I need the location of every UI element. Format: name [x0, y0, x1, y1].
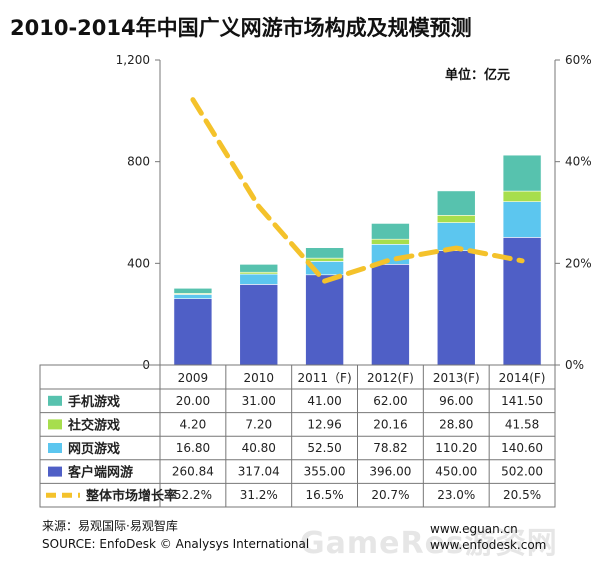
url-eguan: www.eguan.cn	[430, 522, 518, 536]
table-cell: 31.2%	[240, 488, 278, 502]
y-left-tick-label: 1,200	[116, 53, 150, 67]
table-cell: 31.00	[242, 394, 276, 408]
legend-label: 网页游戏	[68, 441, 120, 457]
table-cell: 52.2%	[174, 488, 212, 502]
table-cell: 502.00	[501, 465, 543, 479]
bar-segment-2	[305, 257, 344, 262]
category-label: 2014(F)	[499, 371, 546, 385]
bar-segment-0	[371, 264, 410, 366]
table-cell: 141.50	[501, 394, 543, 408]
source-cn: 来源：易观国际·易观智库	[42, 519, 178, 533]
category-label: 2013(F)	[433, 371, 480, 385]
bar-segment-1	[239, 273, 279, 285]
legend-key-1	[48, 419, 62, 430]
legend-label: 整体市场增长率	[85, 488, 177, 504]
unit-label: 单位：亿元	[445, 68, 511, 83]
table-cell: 16.5%	[306, 488, 344, 502]
legend-key-2	[48, 443, 62, 453]
bar-segment-1	[502, 201, 542, 238]
category-label: 2011（F)	[298, 371, 352, 385]
bar-segment-3	[239, 264, 279, 273]
bar-segment-3	[305, 247, 344, 259]
bar-segment-1	[173, 294, 213, 300]
table-cell: 16.80	[176, 441, 210, 455]
title-band	[0, 0, 600, 48]
y-right-tick-label: 20%	[565, 256, 592, 270]
table-cell: 20.00	[176, 394, 210, 408]
table-cell: 396.00	[369, 465, 411, 479]
bar-segment-2	[371, 238, 410, 245]
table-cell: 62.00	[373, 394, 407, 408]
table-cell: 20.16	[373, 417, 407, 431]
bar-segment-2	[502, 190, 542, 202]
y-left-tick-label: 800	[127, 155, 150, 169]
bar-segment-3	[173, 287, 213, 294]
y-right-tick-label: 0%	[565, 358, 584, 372]
url-enfodesk: www.enfodesk.com	[430, 538, 547, 552]
table-cell: 110.20	[435, 441, 477, 455]
y-right-tick-label: 40%	[565, 155, 592, 169]
legend-key-0	[48, 395, 62, 406]
table-cell: 41.00	[307, 394, 341, 408]
bar-segment-0	[305, 274, 344, 366]
bar-segment-3	[502, 154, 542, 192]
category-label: 2010	[243, 371, 274, 385]
table-cell: 52.50	[307, 441, 341, 455]
category-label: 2009	[178, 371, 209, 385]
table-cell: 40.80	[242, 441, 276, 455]
legend-label: 手机游戏	[68, 394, 120, 410]
table-cell: 4.20	[180, 417, 207, 431]
source-en: SOURCE: EnfoDesk © Analysys Internationa…	[42, 537, 310, 551]
table-cell: 28.80	[439, 417, 473, 431]
category-label: 2012(F)	[367, 371, 414, 385]
growth-rate-line	[190, 97, 525, 284]
legend-label: 客户端网游	[68, 465, 133, 481]
table-cell: 96.00	[439, 394, 473, 408]
watermark: GameRes游资网	[300, 526, 558, 561]
table-cell: 450.00	[435, 465, 477, 479]
table-cell: 317.04	[238, 465, 280, 479]
bar-segment-2	[436, 214, 476, 223]
bar-segment-3	[371, 223, 410, 240]
table-cell: 355.00	[304, 465, 346, 479]
table-cell: 23.0%	[437, 488, 475, 502]
table-cell: 12.96	[307, 417, 341, 431]
bar-segment-1	[371, 244, 410, 265]
bar-segment-0	[436, 250, 476, 366]
legend-label: 社交游戏	[67, 417, 120, 433]
chart-title: 2010-2014年中国广义网游市场构成及规模预测	[10, 16, 472, 40]
bar-segment-0	[239, 284, 279, 366]
table-cell: 260.84	[172, 465, 214, 479]
table-cell: 140.60	[501, 441, 543, 455]
legend-key-3	[48, 466, 62, 477]
bar-segment-3	[436, 190, 476, 216]
bar-segment-0	[173, 298, 213, 366]
y-right-tick-label: 60%	[565, 53, 592, 67]
table-cell: 7.20	[245, 417, 272, 431]
table-cell: 78.82	[373, 441, 407, 455]
table-cell: 41.58	[505, 417, 539, 431]
table-cell: 20.5%	[503, 488, 541, 502]
y-left-tick-label: 400	[127, 256, 150, 270]
table-cell: 20.7%	[371, 488, 409, 502]
